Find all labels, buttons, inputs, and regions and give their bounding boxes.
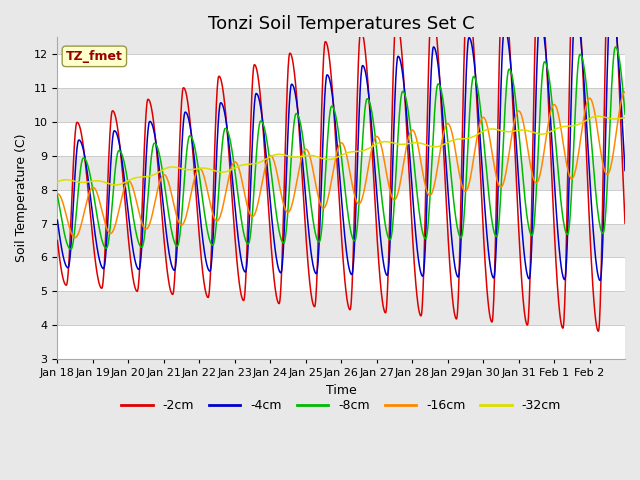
- Bar: [58, 122, 625, 156]
- Text: TZ_fmet: TZ_fmet: [66, 50, 123, 63]
- Bar: [58, 88, 625, 122]
- Bar: [58, 190, 625, 224]
- Bar: [58, 224, 625, 257]
- Y-axis label: Soil Temperature (C): Soil Temperature (C): [15, 134, 28, 263]
- Bar: [58, 156, 625, 190]
- Title: Tonzi Soil Temperatures Set C: Tonzi Soil Temperatures Set C: [208, 15, 474, 33]
- Bar: [58, 325, 625, 359]
- Legend: -2cm, -4cm, -8cm, -16cm, -32cm: -2cm, -4cm, -8cm, -16cm, -32cm: [116, 394, 566, 417]
- Bar: [58, 257, 625, 291]
- X-axis label: Time: Time: [326, 384, 356, 396]
- Bar: [58, 54, 625, 88]
- Bar: [58, 291, 625, 325]
